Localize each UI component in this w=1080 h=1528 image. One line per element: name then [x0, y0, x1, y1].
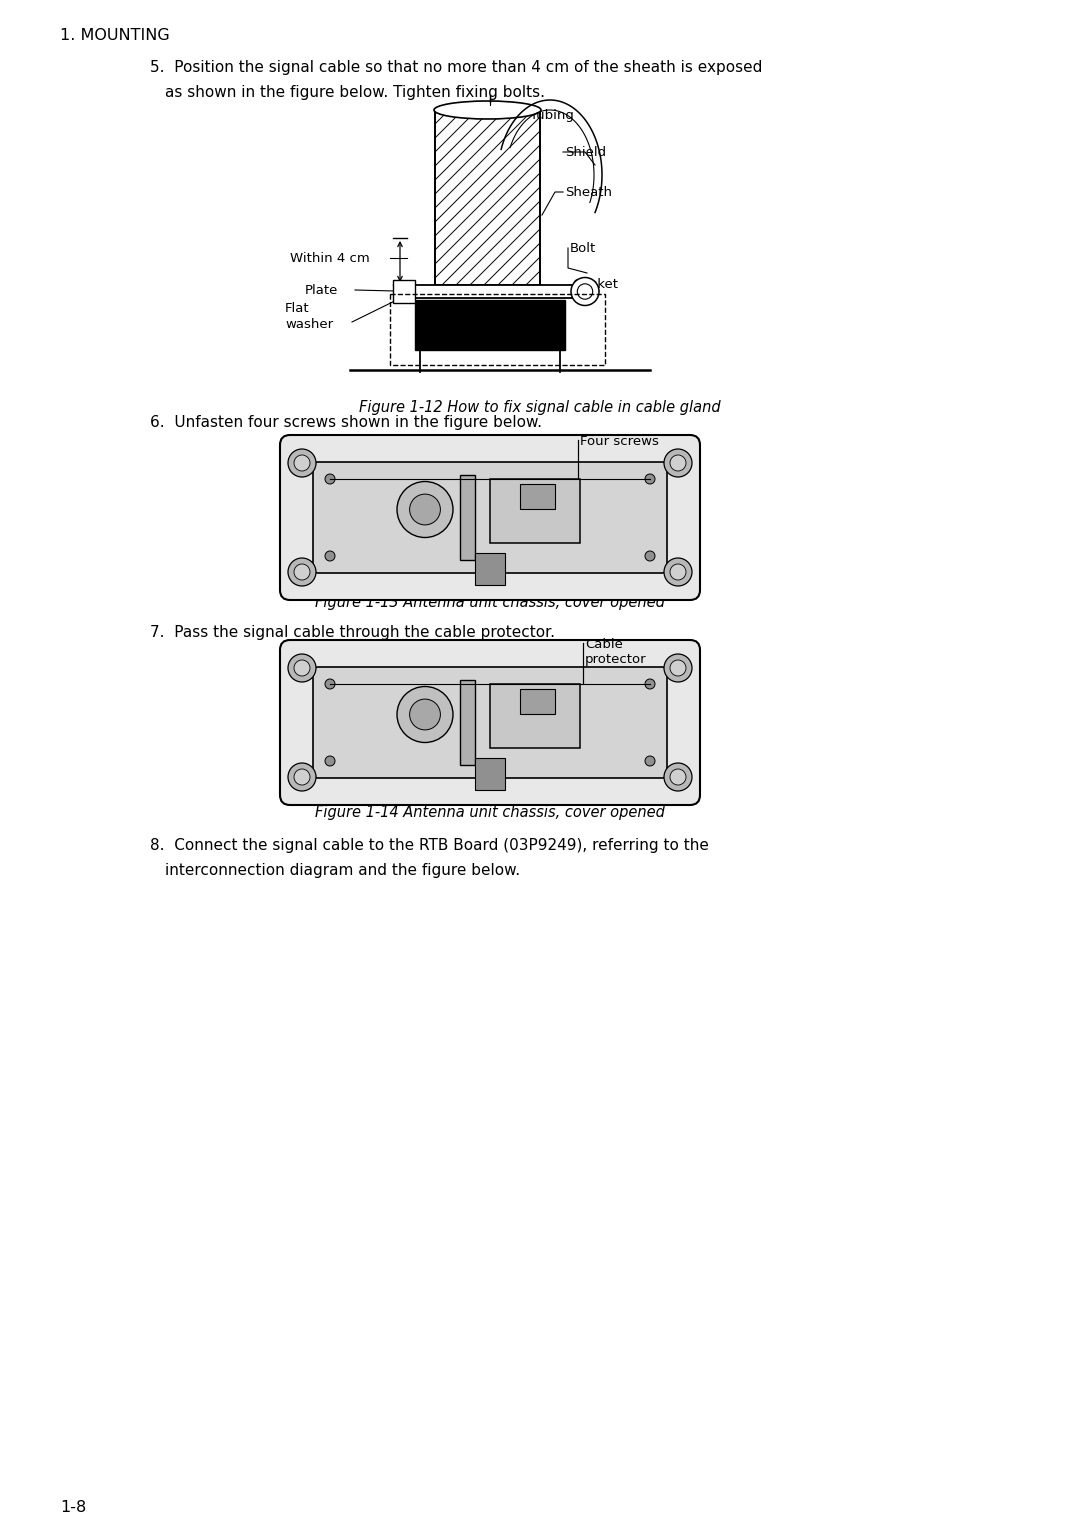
Circle shape	[397, 481, 453, 538]
Text: Figure 1-13 Antenna unit chassis, cover opened: Figure 1-13 Antenna unit chassis, cover …	[315, 594, 665, 610]
Circle shape	[294, 769, 310, 785]
Circle shape	[645, 552, 654, 561]
Circle shape	[645, 474, 654, 484]
Text: interconnection diagram and the figure below.: interconnection diagram and the figure b…	[165, 863, 521, 879]
Text: Tubing: Tubing	[530, 108, 573, 122]
Text: 8.  Connect the signal cable to the RTB Board (03P9249), referring to the: 8. Connect the signal cable to the RTB B…	[150, 837, 708, 853]
Text: Within 4 cm: Within 4 cm	[291, 252, 369, 264]
Polygon shape	[519, 484, 555, 509]
Circle shape	[645, 756, 654, 766]
Circle shape	[670, 455, 686, 471]
Text: 6.  Unfasten four screws shown in the figure below.: 6. Unfasten four screws shown in the fig…	[150, 416, 542, 429]
Circle shape	[325, 474, 335, 484]
Text: 7.  Pass the signal cable through the cable protector.: 7. Pass the signal cable through the cab…	[150, 625, 555, 640]
Circle shape	[670, 660, 686, 675]
Circle shape	[288, 449, 316, 477]
Text: 1. MOUNTING: 1. MOUNTING	[60, 28, 170, 43]
Circle shape	[294, 660, 310, 675]
Circle shape	[288, 654, 316, 681]
Circle shape	[294, 455, 310, 471]
Text: Gasket: Gasket	[572, 278, 618, 292]
Circle shape	[294, 564, 310, 581]
Circle shape	[578, 284, 593, 299]
FancyBboxPatch shape	[280, 435, 700, 601]
Text: as shown in the figure below. Tighten fixing bolts.: as shown in the figure below. Tighten fi…	[165, 86, 545, 99]
Polygon shape	[395, 286, 585, 298]
FancyBboxPatch shape	[280, 640, 700, 805]
Circle shape	[664, 449, 692, 477]
Text: CABLE GLAND: CABLE GLAND	[445, 329, 550, 341]
Polygon shape	[460, 475, 475, 559]
Text: 1-8: 1-8	[60, 1500, 86, 1514]
Polygon shape	[460, 680, 475, 766]
FancyBboxPatch shape	[313, 461, 667, 573]
FancyBboxPatch shape	[313, 668, 667, 778]
Circle shape	[325, 756, 335, 766]
Circle shape	[664, 558, 692, 587]
Circle shape	[664, 654, 692, 681]
Text: Figure 1-14 Antenna unit chassis, cover opened: Figure 1-14 Antenna unit chassis, cover …	[315, 805, 665, 821]
Polygon shape	[475, 553, 505, 585]
Circle shape	[325, 678, 335, 689]
Polygon shape	[490, 478, 580, 542]
Text: Bolt: Bolt	[570, 241, 596, 255]
Circle shape	[571, 278, 599, 306]
Ellipse shape	[434, 101, 541, 119]
Text: Flat
washer: Flat washer	[285, 303, 333, 332]
Polygon shape	[435, 110, 540, 286]
Polygon shape	[415, 299, 565, 350]
Polygon shape	[490, 685, 580, 749]
Circle shape	[409, 494, 441, 526]
Text: Sheath: Sheath	[565, 185, 612, 199]
Polygon shape	[393, 280, 415, 303]
Text: Plate: Plate	[305, 284, 338, 296]
Text: Shield: Shield	[565, 145, 606, 159]
Polygon shape	[475, 758, 505, 790]
Text: Figure 1-12 How to fix signal cable in cable gland: Figure 1-12 How to fix signal cable in c…	[360, 400, 720, 416]
Circle shape	[670, 564, 686, 581]
Circle shape	[645, 678, 654, 689]
Circle shape	[325, 552, 335, 561]
Text: Four screws: Four screws	[580, 435, 659, 448]
Circle shape	[670, 769, 686, 785]
Circle shape	[288, 558, 316, 587]
Circle shape	[288, 762, 316, 792]
Polygon shape	[519, 689, 555, 714]
Text: 5.  Position the signal cable so that no more than 4 cm of the sheath is exposed: 5. Position the signal cable so that no …	[150, 60, 762, 75]
Text: Cable
protector: Cable protector	[585, 639, 647, 666]
Circle shape	[409, 700, 441, 730]
Circle shape	[397, 686, 453, 743]
Circle shape	[664, 762, 692, 792]
